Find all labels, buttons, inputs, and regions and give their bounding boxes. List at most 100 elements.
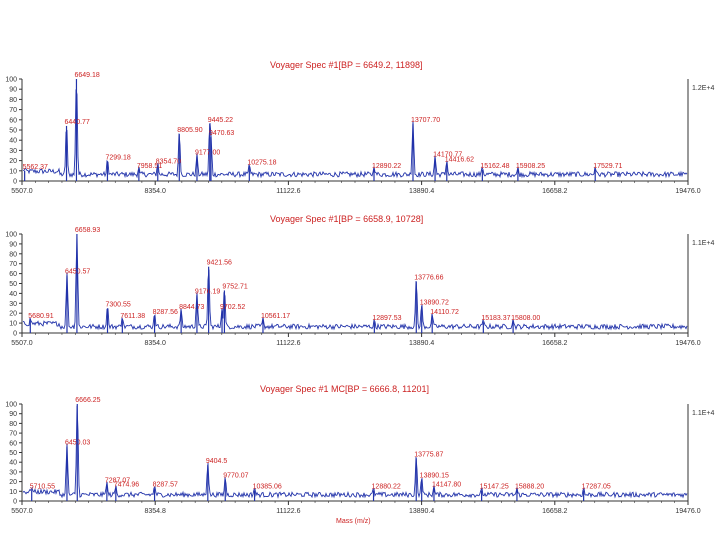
y-tick-label: 90 — [9, 241, 17, 248]
y-tick-label: 100 — [5, 232, 17, 239]
peak-label: 9445.22 — [208, 117, 233, 124]
peak-label: 5680.91 — [28, 313, 53, 320]
y-tick-label: 0 — [13, 331, 17, 338]
spectrum-trace — [22, 233, 688, 331]
y-tick-label: 60 — [9, 440, 17, 447]
peak-label: 14110.72 — [430, 309, 459, 316]
y-tick-label: 10 — [9, 168, 17, 175]
peak-label: 7287.07 — [105, 478, 130, 485]
x-tick-label: 19476.0 — [675, 188, 700, 195]
peak-label: 6666.25 — [75, 397, 100, 404]
peak-label: 10385.06 — [253, 483, 282, 490]
peak-label: 6649.18 — [74, 72, 99, 79]
y-tick-label: 90 — [9, 411, 17, 418]
y-tick-label: 20 — [9, 479, 17, 486]
peak-label: 8287.57 — [153, 481, 178, 488]
y-tick-label: 90 — [9, 87, 17, 94]
y-tick-label: 30 — [9, 148, 17, 155]
x-tick-label: 13890.4 — [409, 508, 434, 515]
peak-label: 7299.18 — [105, 155, 130, 162]
x-tick-label: 11122.6 — [276, 508, 300, 515]
spectrum-2-title: Voyager Spec #1[BP = 6658.9, 10728] — [270, 214, 424, 224]
peak-label: 17287.05 — [582, 483, 611, 490]
spectrum-1-title: Voyager Spec #1[BP = 6649.2, 11898] — [270, 60, 423, 70]
x-tick-label: 19476.0 — [675, 508, 700, 515]
peak-label: 9421.56 — [207, 260, 232, 267]
peak-label: 14416.62 — [445, 157, 474, 164]
y-tick-label: 100 — [5, 77, 17, 84]
y-tick-label: 20 — [9, 158, 17, 165]
peak-label: 13775.87 — [414, 451, 443, 458]
peak-label: 15183.37 — [481, 315, 510, 322]
y-tick-label: 70 — [9, 431, 17, 438]
x-tick-label: 13890.4 — [409, 340, 434, 347]
peak-label: 14147.80 — [432, 481, 461, 488]
y-tick-label: 60 — [9, 271, 17, 278]
y-tick-label: 80 — [9, 421, 17, 428]
x-tick-label: 16658.2 — [542, 188, 567, 195]
peak-label: 12890.22 — [372, 163, 401, 170]
spectrum-panel-3: 0 10 20 30 40 50 60 70 80 90 100 1.1E+4 5507.0 8354.8… — [5, 397, 714, 515]
peak-label: 12897.53 — [372, 315, 401, 322]
y-tick-label: 40 — [9, 460, 17, 467]
y-tick-label: 60 — [9, 117, 17, 124]
peak-label: 7474.96 — [114, 481, 139, 488]
y-tick-label: 30 — [9, 469, 17, 476]
y-tick-label: 80 — [9, 251, 17, 258]
y-tick-label: 0 — [13, 499, 17, 506]
peak-label: 7958.51 — [137, 163, 162, 170]
peak-label: 8805.90 — [177, 127, 202, 134]
spectrum-3-title: Voyager Spec #1 MC[BP = 6666.8, 11201] — [260, 384, 430, 394]
peak-label: 8354.70 — [156, 159, 181, 166]
peak-label: 9404.5 — [206, 458, 228, 465]
peak-label: 6658.93 — [75, 227, 100, 234]
peak-label: 14170.77 — [433, 152, 462, 159]
y-tick-label: 10 — [9, 321, 17, 328]
peak-label: 12880.22 — [372, 483, 401, 490]
peak-label: 7611.38 — [120, 313, 145, 320]
peak-label: 7300.55 — [106, 301, 131, 308]
y-tick-label: 20 — [9, 311, 17, 318]
peak-label: 6450.57 — [65, 269, 90, 276]
y-tick-label: 50 — [9, 281, 17, 288]
peak-label: 9470.63 — [209, 130, 234, 137]
x-tick-label: 5507.0 — [11, 508, 33, 515]
spectrum-panel-1: 0 10 20 30 40 50 60 70 80 90 100 1.2E+4 5507.0 8354.0… — [5, 72, 714, 195]
y-tick-label: 40 — [9, 138, 17, 145]
y-tick-label: 50 — [9, 128, 17, 135]
y-tick-label: 0 — [13, 179, 17, 186]
peak-label: 6440.77 — [65, 119, 90, 126]
peak-label: 8287.56 — [153, 309, 178, 316]
peak-label: 9702.52 — [220, 304, 245, 311]
spectrum-trace — [22, 89, 688, 179]
x-tick-label: 16658.2 — [542, 340, 567, 347]
peak-label: 17529.71 — [593, 163, 622, 170]
max-intensity-label: 1.1E+4 — [692, 240, 714, 247]
peak-label: 9752.71 — [222, 283, 247, 290]
y-tick-label: 100 — [5, 402, 17, 409]
peak-label: 8844.73 — [179, 304, 204, 311]
x-tick-label: 8354.0 — [144, 340, 166, 347]
peak-label: 13890.72 — [420, 299, 449, 306]
y-tick-label: 70 — [9, 107, 17, 114]
max-intensity-label: 1.2E+4 — [692, 85, 714, 92]
peak-label: 13707.70 — [411, 117, 440, 124]
y-tick-label: 40 — [9, 291, 17, 298]
peak-label: 9176.19 — [195, 288, 220, 295]
peak-label: 10561.17 — [261, 313, 290, 320]
peak-label: 15147.25 — [480, 483, 509, 490]
spectrum-trace — [22, 405, 688, 499]
y-tick-label: 10 — [9, 489, 17, 496]
peak-label: 15888.20 — [515, 483, 544, 490]
x-tick-label: 5507.0 — [11, 188, 33, 195]
peak-label: 15908.25 — [516, 163, 545, 170]
x-tick-label: 11122.6 — [276, 340, 300, 347]
spectrum-panel-2: 0 10 20 30 40 50 60 70 80 90 100 1.1E+4 5507.0 8354.0… — [5, 227, 714, 347]
mass-axis-label: Mass (m/z) — [336, 518, 371, 525]
y-tick-label: 50 — [9, 450, 17, 457]
x-tick-label: 13890.4 — [409, 188, 434, 195]
y-tick-label: 30 — [9, 301, 17, 308]
y-tick-label: 80 — [9, 97, 17, 104]
x-tick-label: 5507.0 — [11, 340, 33, 347]
